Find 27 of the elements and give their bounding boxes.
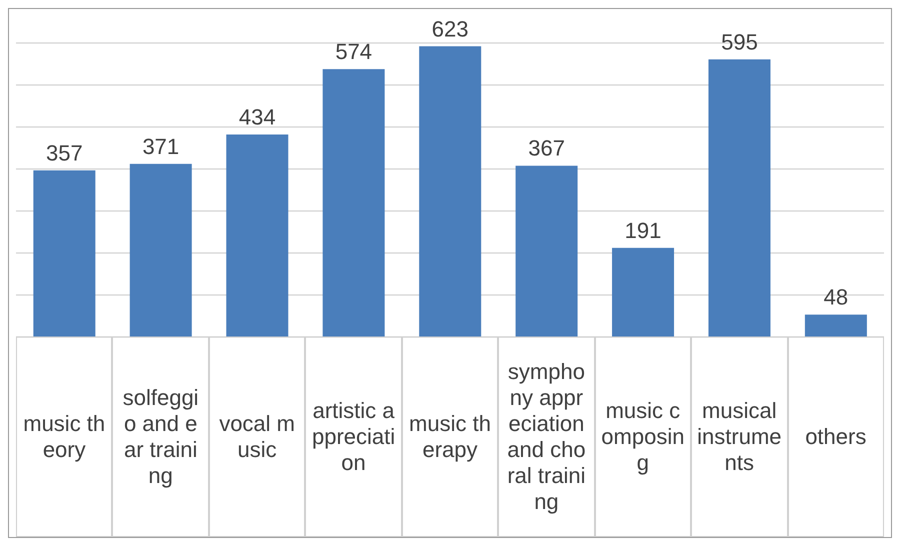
x-tick-label: music theory — [16, 337, 112, 537]
data-label: 367 — [528, 136, 565, 161]
data-label: 595 — [721, 29, 758, 54]
x-tick-label: vocal music — [208, 337, 306, 537]
x-tick-label: others — [788, 337, 884, 537]
data-label: 574 — [335, 39, 372, 64]
data-label: 623 — [432, 16, 468, 42]
bar — [708, 59, 770, 337]
bar — [804, 314, 867, 337]
data-label: 357 — [46, 140, 83, 166]
x-tick-label: solfeggio and ear training — [112, 337, 209, 537]
bar — [516, 166, 578, 337]
data-label: 371 — [142, 134, 180, 159]
data-label: 48 — [824, 284, 848, 310]
x-tick-label: musical instruments — [691, 337, 788, 537]
bar — [130, 164, 192, 337]
bar — [226, 134, 288, 337]
bar — [33, 170, 96, 337]
x-tick-label: artistic appreciation — [305, 337, 402, 537]
data-label: 434 — [238, 104, 276, 130]
x-tick-label: symphony appreciation and choral training — [498, 337, 595, 537]
bar — [419, 46, 482, 337]
bar — [612, 248, 674, 337]
x-tick-label: music therapy — [402, 337, 498, 537]
data-label: 191 — [624, 218, 662, 243]
x-tick-label: music composing — [594, 337, 692, 537]
bar — [322, 69, 385, 337]
